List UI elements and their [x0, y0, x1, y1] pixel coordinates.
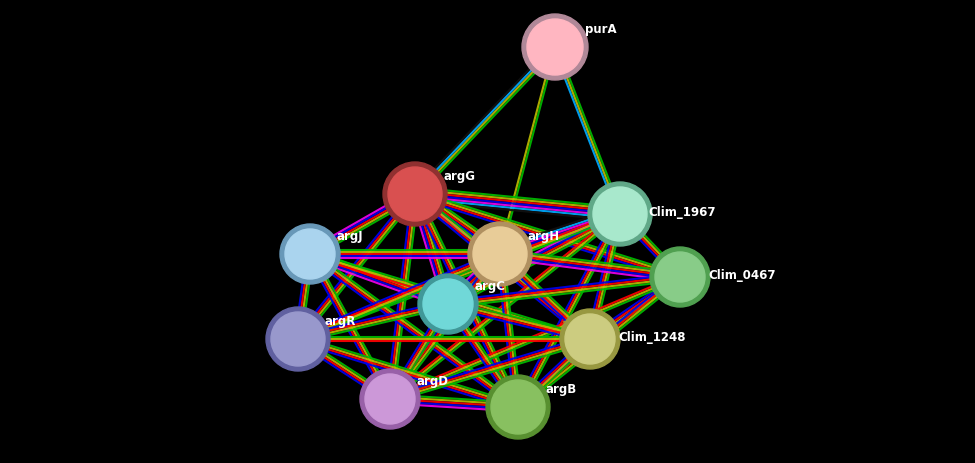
Circle shape	[280, 225, 340, 284]
Circle shape	[491, 380, 545, 434]
Circle shape	[593, 188, 647, 242]
Circle shape	[565, 314, 615, 364]
Text: argH: argH	[528, 230, 560, 243]
Circle shape	[650, 247, 710, 307]
Circle shape	[388, 168, 442, 221]
Circle shape	[486, 375, 550, 439]
Circle shape	[418, 275, 478, 334]
Text: Clim_1248: Clim_1248	[618, 331, 685, 344]
Text: argG: argG	[443, 170, 475, 183]
Circle shape	[423, 279, 473, 329]
Circle shape	[266, 307, 330, 371]
Circle shape	[527, 20, 583, 76]
Circle shape	[365, 374, 415, 424]
Circle shape	[383, 163, 447, 226]
Text: purA: purA	[585, 24, 616, 37]
Circle shape	[522, 15, 588, 81]
Circle shape	[271, 313, 325, 366]
Circle shape	[360, 369, 420, 429]
Text: argB: argB	[546, 383, 577, 396]
Text: argC: argC	[474, 280, 505, 293]
Text: argJ: argJ	[336, 230, 363, 243]
Circle shape	[473, 227, 527, 282]
Circle shape	[560, 309, 620, 369]
Text: argR: argR	[324, 315, 355, 328]
Text: Clim_1967: Clim_1967	[648, 206, 716, 219]
Circle shape	[468, 223, 532, 287]
Circle shape	[655, 252, 705, 302]
Circle shape	[588, 182, 652, 246]
Text: argD: argD	[416, 375, 448, 388]
Circle shape	[285, 230, 335, 279]
Text: Clim_0467: Clim_0467	[708, 269, 775, 282]
